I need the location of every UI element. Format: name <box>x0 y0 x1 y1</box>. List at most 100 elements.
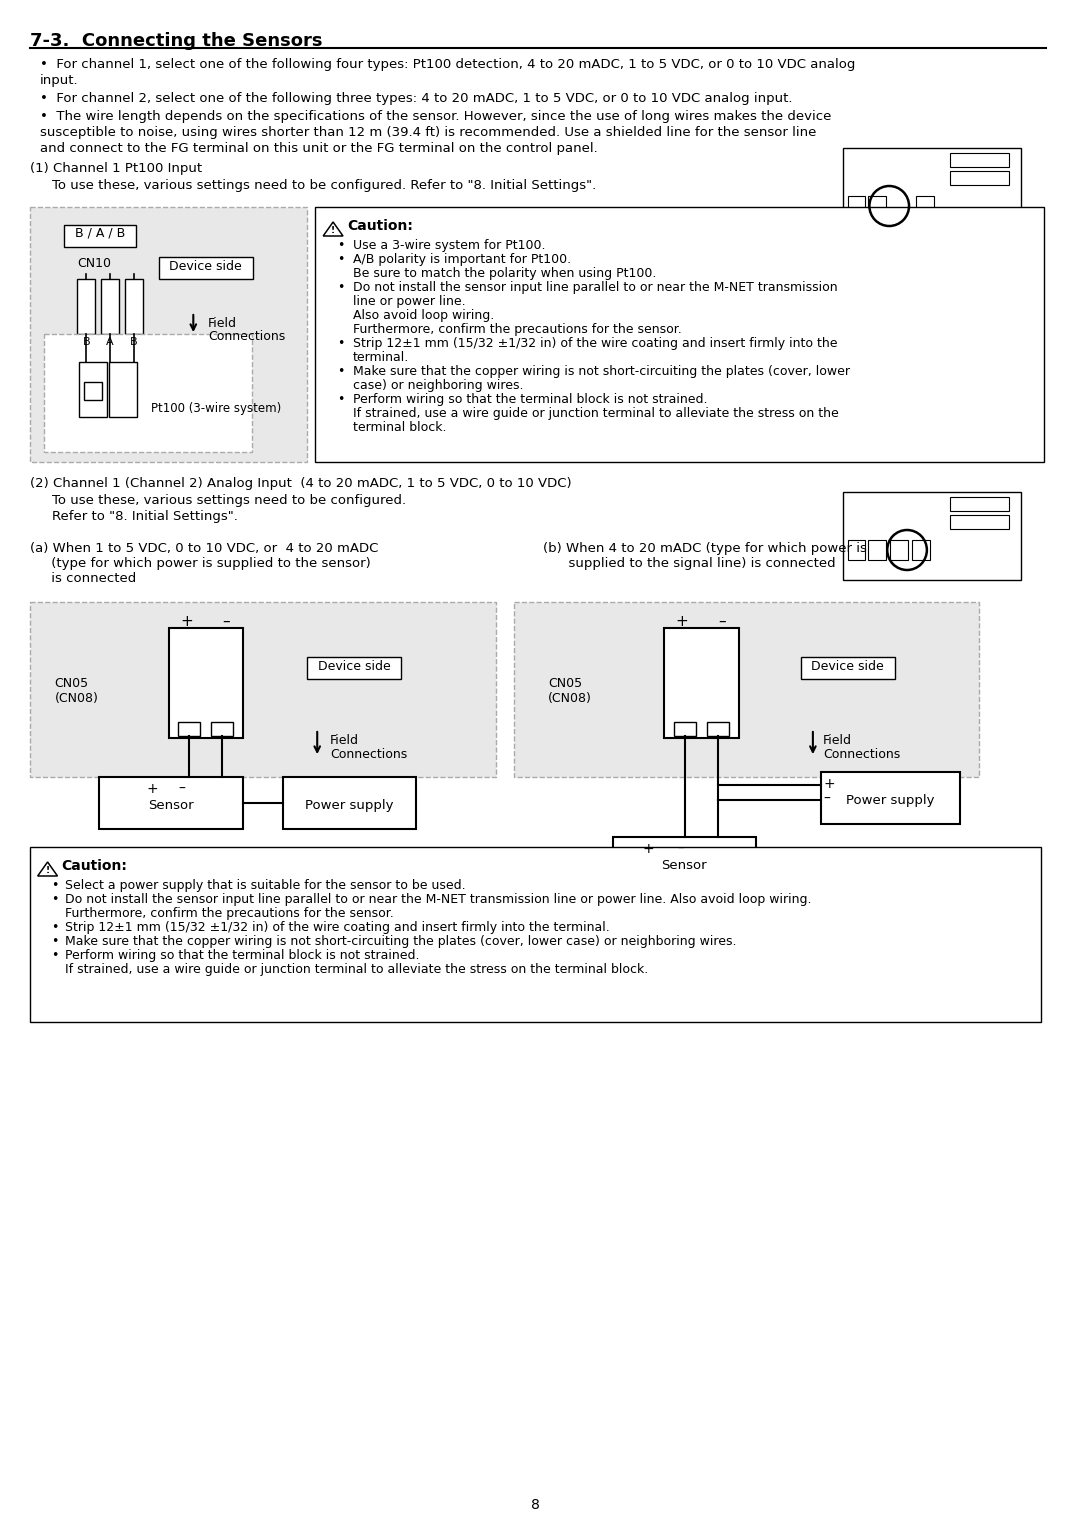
Bar <box>949 153 1009 167</box>
Bar <box>212 723 233 736</box>
Bar <box>99 778 243 830</box>
Text: •: • <box>337 338 345 350</box>
Text: Be sure to match the polarity when using Pt100.: Be sure to match the polarity when using… <box>353 267 657 280</box>
Bar <box>315 206 1044 461</box>
Text: A/B polarity is important for Pt100.: A/B polarity is important for Pt100. <box>353 254 571 266</box>
Text: •  For channel 1, select one of the following four types: Pt100 detection, 4 to : • For channel 1, select one of the follo… <box>40 58 855 70</box>
Text: Perform wiring so that the terminal block is not strained.: Perform wiring so that the terminal bloc… <box>66 949 420 963</box>
Text: Also avoid loop wiring.: Also avoid loop wiring. <box>353 309 495 322</box>
Text: •: • <box>337 238 345 252</box>
Text: Device side: Device side <box>811 660 883 672</box>
Text: Strip 12±1 mm (15/32 ±1/32 in) of the wire coating and insert firmly into the te: Strip 12±1 mm (15/32 ±1/32 in) of the wi… <box>66 921 610 934</box>
Text: !: ! <box>45 865 50 874</box>
Text: •: • <box>337 254 345 266</box>
Bar <box>848 196 865 215</box>
Text: •  For channel 2, select one of the following three types: 4 to 20 mADC, 1 to 5 : • For channel 2, select one of the follo… <box>40 92 792 105</box>
Text: Connections: Connections <box>823 749 900 761</box>
Text: Sensor: Sensor <box>661 859 706 872</box>
Bar <box>916 196 934 215</box>
Text: Field: Field <box>330 733 360 747</box>
Text: (a) When 1 to 5 VDC, 0 to 10 VDC, or  4 to 20 mADC
     (type for which power is: (a) When 1 to 5 VDC, 0 to 10 VDC, or 4 t… <box>30 542 378 585</box>
Text: case) or neighboring wires.: case) or neighboring wires. <box>353 379 524 393</box>
Text: Strip 12±1 mm (15/32 ±1/32 in) of the wire coating and insert firmly into the: Strip 12±1 mm (15/32 ±1/32 in) of the wi… <box>353 338 837 350</box>
Bar <box>801 657 895 678</box>
Text: –: – <box>222 614 230 630</box>
Bar <box>674 723 696 736</box>
Bar <box>78 280 95 335</box>
Text: CN05: CN05 <box>54 677 89 691</box>
Text: Furthermore, confirm the precautions for the sensor.: Furthermore, confirm the precautions for… <box>66 908 394 920</box>
Bar <box>109 362 137 417</box>
Bar <box>125 280 143 335</box>
Text: (b) When 4 to 20 mADC (type for which power is
      supplied to the signal line: (b) When 4 to 20 mADC (type for which po… <box>543 542 867 570</box>
Bar <box>30 602 496 778</box>
Bar <box>868 539 887 559</box>
Text: Furthermore, confirm the precautions for the sensor.: Furthermore, confirm the precautions for… <box>353 322 681 336</box>
Bar <box>949 515 1009 529</box>
Text: B / A / B: B / A / B <box>75 226 125 238</box>
Text: –: – <box>718 614 726 630</box>
Text: Device side: Device side <box>168 260 242 274</box>
Text: A: A <box>106 338 113 347</box>
Text: (2) Channel 1 (Channel 2) Analog Input  (4 to 20 mADC, 1 to 5 VDC, 0 to 10 VDC): (2) Channel 1 (Channel 2) Analog Input (… <box>30 477 571 490</box>
Text: To use these, various settings need to be configured. Refer to "8. Initial Setti: To use these, various settings need to b… <box>52 179 596 193</box>
Bar <box>43 335 252 452</box>
Bar <box>890 539 908 559</box>
Text: •: • <box>337 393 345 406</box>
Text: •: • <box>52 949 59 963</box>
Text: and connect to the FG terminal on this unit or the FG terminal on the control pa: and connect to the FG terminal on this u… <box>40 142 597 154</box>
Text: input.: input. <box>40 73 78 87</box>
Text: Select a power supply that is suitable for the sensor to be used.: Select a power supply that is suitable f… <box>66 879 467 892</box>
Bar <box>949 497 1009 510</box>
Text: •: • <box>52 879 59 892</box>
Text: CN10: CN10 <box>77 257 111 270</box>
Text: –: – <box>677 842 684 856</box>
Text: 7-3.  Connecting the Sensors: 7-3. Connecting the Sensors <box>30 32 322 50</box>
Text: If strained, use a wire guide or junction terminal to alleviate the stress on th: If strained, use a wire guide or junctio… <box>66 963 649 976</box>
Bar <box>65 225 136 248</box>
Text: Device side: Device side <box>318 660 390 672</box>
Text: line or power line.: line or power line. <box>353 295 465 309</box>
Text: If strained, use a wire guide or junction terminal to alleviate the stress on th: If strained, use a wire guide or junctio… <box>353 406 839 420</box>
Text: Power supply: Power supply <box>846 795 934 807</box>
Text: (CN08): (CN08) <box>54 692 98 704</box>
Text: Sensor: Sensor <box>148 799 193 811</box>
Text: Refer to "8. Initial Settings".: Refer to "8. Initial Settings". <box>52 510 238 523</box>
Text: +: + <box>676 614 688 630</box>
Text: Make sure that the copper wiring is not short-circuiting the plates (cover, lowe: Make sure that the copper wiring is not … <box>353 365 850 377</box>
Bar <box>706 723 729 736</box>
Bar <box>664 628 739 738</box>
Bar <box>848 539 865 559</box>
Bar <box>912 539 930 559</box>
Text: 8: 8 <box>531 1497 540 1513</box>
Text: Connections: Connections <box>330 749 407 761</box>
Text: •: • <box>337 281 345 293</box>
Bar <box>842 148 1021 235</box>
Text: susceptible to noise, using wires shorter than 12 m (39.4 ft) is recommended. Us: susceptible to noise, using wires shorte… <box>40 125 816 139</box>
Bar <box>949 171 1009 185</box>
Text: terminal.: terminal. <box>353 351 409 364</box>
Bar <box>84 382 103 400</box>
Text: Connections: Connections <box>208 330 285 342</box>
Text: Perform wiring so that the terminal block is not strained.: Perform wiring so that the terminal bloc… <box>353 393 707 406</box>
Bar <box>159 257 253 280</box>
Bar <box>178 723 200 736</box>
Text: +: + <box>824 778 836 792</box>
Text: +: + <box>180 614 192 630</box>
Text: •: • <box>52 921 59 934</box>
Bar <box>30 847 1041 1022</box>
Text: +: + <box>147 782 159 796</box>
Bar <box>842 492 1021 581</box>
Text: Use a 3-wire system for Pt100.: Use a 3-wire system for Pt100. <box>353 238 545 252</box>
Text: Field: Field <box>823 733 852 747</box>
Text: •: • <box>52 892 59 906</box>
Bar <box>30 206 308 461</box>
Text: !: ! <box>332 226 335 234</box>
Text: (1) Channel 1 Pt100 Input: (1) Channel 1 Pt100 Input <box>30 162 202 176</box>
Text: Caution:: Caution: <box>347 219 413 232</box>
Text: Do not install the sensor input line parallel to or near the M-NET transmission : Do not install the sensor input line par… <box>66 892 812 906</box>
Bar <box>168 628 243 738</box>
Bar <box>868 196 887 215</box>
Text: +: + <box>643 842 654 856</box>
Text: Field: Field <box>208 316 238 330</box>
